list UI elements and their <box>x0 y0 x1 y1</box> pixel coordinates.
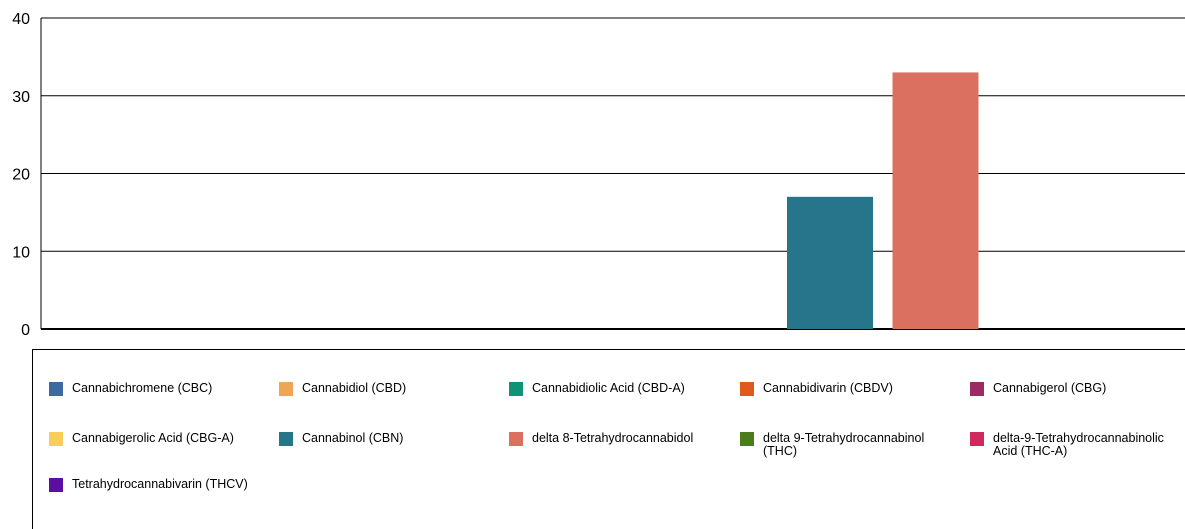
legend-swatch <box>740 382 754 396</box>
legend-label: Cannabidiolic Acid (CBD-A) <box>532 381 685 395</box>
legend-item[interactable]: delta-9-Tetrahydrocannabinolic Acid (THC… <box>970 432 1178 458</box>
legend-item[interactable]: delta 8-Tetrahydrocannabidol <box>509 432 693 446</box>
legend-label: Cannabinol (CBN) <box>302 431 404 445</box>
legend-item[interactable]: delta 9-Tetrahydrocannabinol (THC) <box>740 432 948 458</box>
legend-swatch <box>509 432 523 446</box>
bar-cannabinol-cbn[interactable] <box>787 196 873 329</box>
y-tick-label: 30 <box>12 89 30 106</box>
bar-layer <box>787 72 979 330</box>
legend-label: Cannabigerolic Acid (CBG-A) <box>72 431 234 445</box>
y-tick-label: 40 <box>12 11 30 28</box>
legend-item[interactable]: Cannabidivarin (CBDV) <box>740 382 893 396</box>
legend-label: Tetrahydrocannabivarin (THCV) <box>72 477 248 491</box>
legend-swatch <box>279 432 293 446</box>
legend-swatch <box>970 382 984 396</box>
legend-swatch <box>509 382 523 396</box>
chart-legend: Cannabichromene (CBC) Cannabidiol (CBD) Ca… <box>32 349 1185 529</box>
legend-swatch <box>49 382 63 396</box>
grid-layer <box>41 17 1185 330</box>
y-tick-label: 10 <box>12 244 30 261</box>
legend-swatch <box>49 432 63 446</box>
legend-label: Cannabigerol (CBG) <box>993 381 1107 395</box>
legend-label: delta 9-Tetrahydrocannabinol (THC) <box>763 431 925 458</box>
legend-item[interactable]: Tetrahydrocannabivarin (THCV) <box>49 478 248 492</box>
legend-item[interactable]: Cannabinol (CBN) <box>279 432 403 446</box>
legend-swatch <box>279 382 293 396</box>
y-tick-label: 20 <box>12 167 30 184</box>
legend-item[interactable]: Cannabidiolic Acid (CBD-A) <box>509 382 685 396</box>
legend-item[interactable]: Cannabichromene (CBC) <box>49 382 212 396</box>
legend-swatch <box>49 478 63 492</box>
legend-swatch <box>970 432 984 446</box>
legend-item[interactable]: Cannabigerolic Acid (CBG-A) <box>49 432 234 446</box>
legend-item[interactable]: Cannabigerol (CBG) <box>970 382 1106 396</box>
bar-chart: 0 10 20 30 40 <box>12 11 1185 339</box>
axis-layer: 0 10 20 30 40 <box>12 11 42 339</box>
legend-label: delta-9-Tetrahydrocannabinolic Acid (THC… <box>993 431 1164 458</box>
y-tick-label: 0 <box>21 322 30 339</box>
legend-label: Cannabidiol (CBD) <box>302 381 407 395</box>
legend-label: delta 8-Tetrahydrocannabidol <box>532 431 694 445</box>
legend-label: Cannabichromene (CBC) <box>72 381 213 395</box>
legend-swatch <box>740 432 754 446</box>
legend-label: Cannabidivarin (CBDV) <box>763 381 893 395</box>
bar-delta-8-tetrahydrocannabidol[interactable] <box>892 72 979 330</box>
legend-item[interactable]: Cannabidiol (CBD) <box>279 382 406 396</box>
